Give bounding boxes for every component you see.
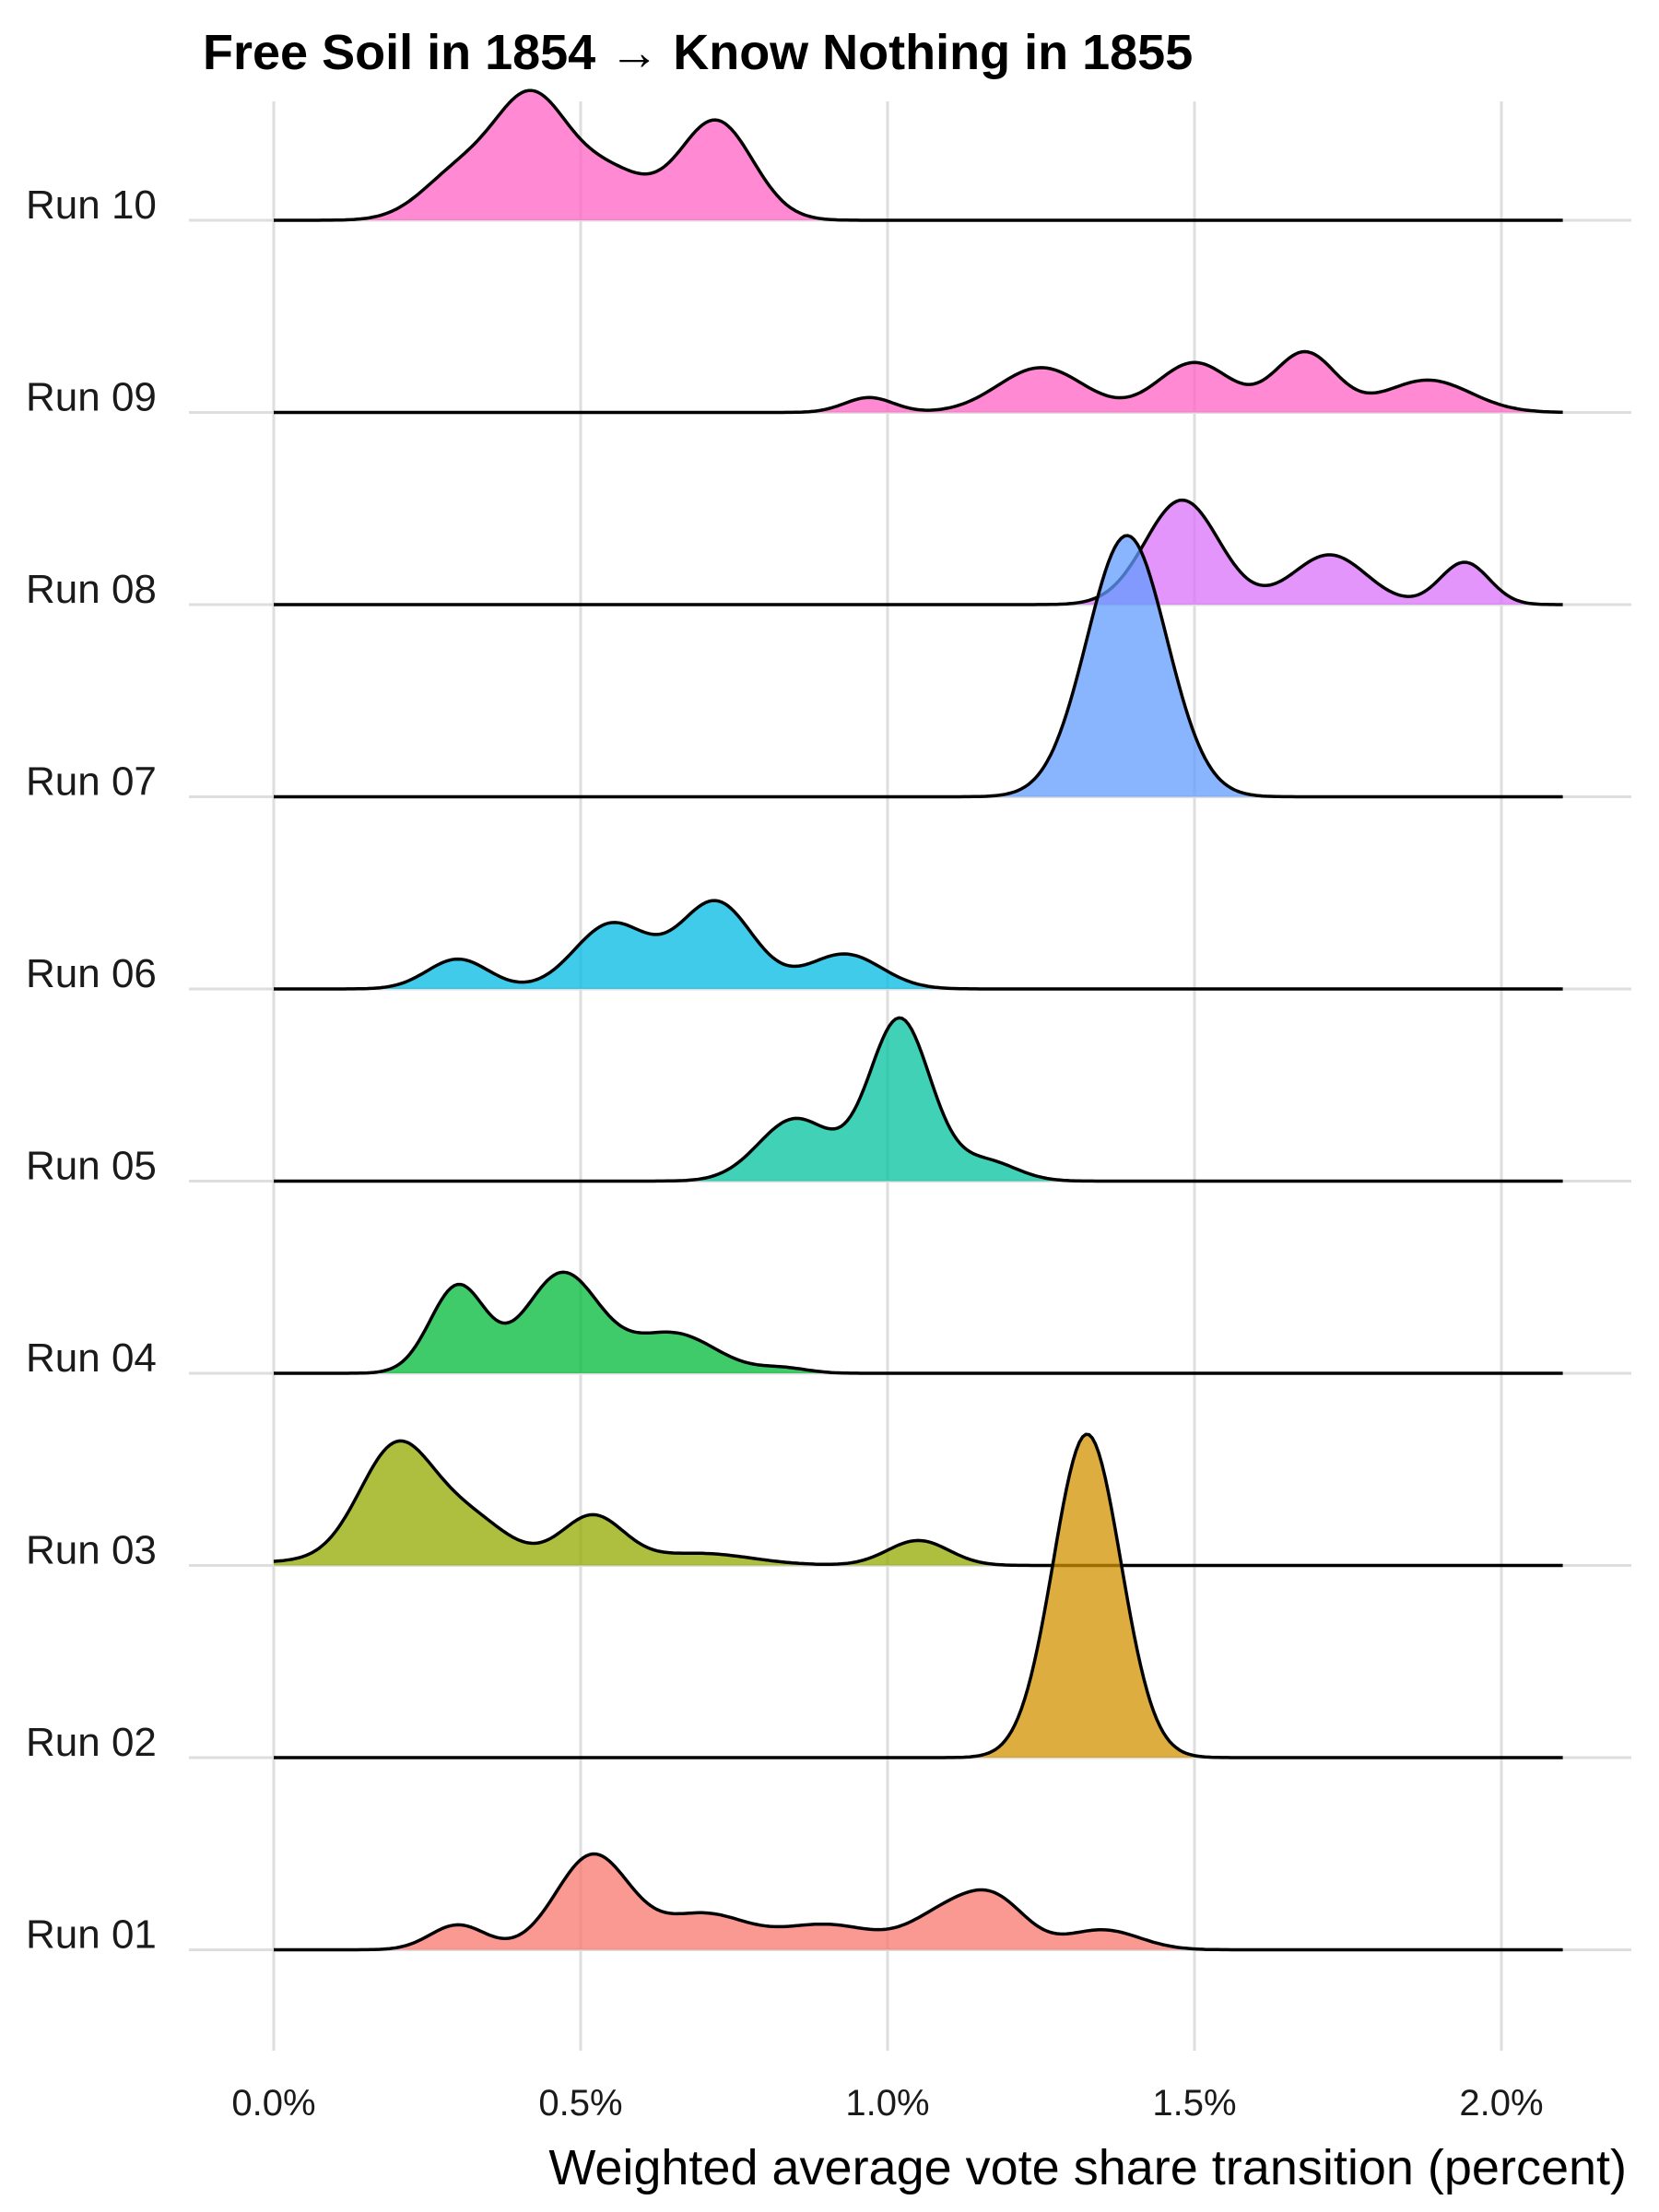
- ridge-run-07: [274, 534, 1563, 799]
- y-category-label: Run 02: [26, 1720, 157, 1765]
- ridge-outline: [274, 498, 1563, 606]
- ridge-run-10: [274, 88, 1563, 222]
- ridge-run-08: [274, 498, 1563, 606]
- ridge-outline: [274, 1016, 1563, 1183]
- x-tick-label: 1.0%: [845, 2083, 929, 2124]
- x-tick-label: 1.5%: [1152, 2083, 1236, 2124]
- y-category-label: Run 10: [26, 182, 157, 228]
- ridge-outline: [273, 1439, 1563, 1568]
- ridge-area: [274, 1018, 1563, 1182]
- ridge-run-04: [274, 1270, 1563, 1375]
- ridge-area: [274, 1272, 1563, 1373]
- y-category-label: Run 01: [26, 1912, 157, 1958]
- ridges-layer: [273, 88, 1563, 1952]
- ridge-area: [274, 1434, 1563, 1758]
- ridge-outline: [274, 899, 1563, 991]
- ridge-run-06: [274, 899, 1563, 991]
- y-category-label: Run 07: [26, 759, 157, 805]
- ridge-area: [274, 900, 1563, 989]
- y-category-label: Run 05: [26, 1144, 157, 1189]
- x-tick-label: 2.0%: [1459, 2083, 1543, 2124]
- ridge-run-05: [274, 1016, 1563, 1183]
- ridge-outline: [274, 88, 1563, 222]
- ridge-outline: [274, 534, 1563, 799]
- ridge-area: [274, 535, 1563, 797]
- y-labels-layer: Run 10 Run 09 Run 08 Run 07 Run 06 Run 05 Run …: [26, 182, 157, 1958]
- y-category-label: Run 06: [26, 951, 157, 996]
- ridge-area: [274, 90, 1563, 220]
- ridge-run-01: [274, 1852, 1563, 1952]
- y-category-label: Run 03: [26, 1528, 157, 1573]
- ridge-run-02: [274, 1432, 1563, 1759]
- ridge-outline: [274, 1432, 1563, 1759]
- x-tick-label: 0.0%: [231, 2083, 315, 2124]
- ridge-area: [274, 500, 1563, 605]
- x-ticks-layer: 0.0% 0.5% 1.0% 1.5% 2.0%: [231, 2083, 1543, 2124]
- ridge-run-03: [273, 1439, 1563, 1568]
- y-category-label: Run 08: [26, 567, 157, 612]
- ridge-outline: [274, 349, 1563, 415]
- ridge-area: [274, 351, 1563, 413]
- ridge-run-09: [274, 349, 1563, 415]
- x-tick-label: 0.5%: [538, 2083, 622, 2124]
- ridge-area: [274, 1441, 1563, 1566]
- y-category-label: Run 09: [26, 375, 157, 420]
- ridge-outline: [274, 1270, 1563, 1375]
- ridge-area: [274, 1853, 1563, 1950]
- x-axis-label: Weighted average vote share transition (…: [548, 2140, 1627, 2195]
- chart-title: Free Soil in 1854 → Know Nothing in 1855: [203, 25, 1193, 80]
- y-category-label: Run 04: [26, 1335, 157, 1381]
- ridge-outline: [274, 1852, 1563, 1952]
